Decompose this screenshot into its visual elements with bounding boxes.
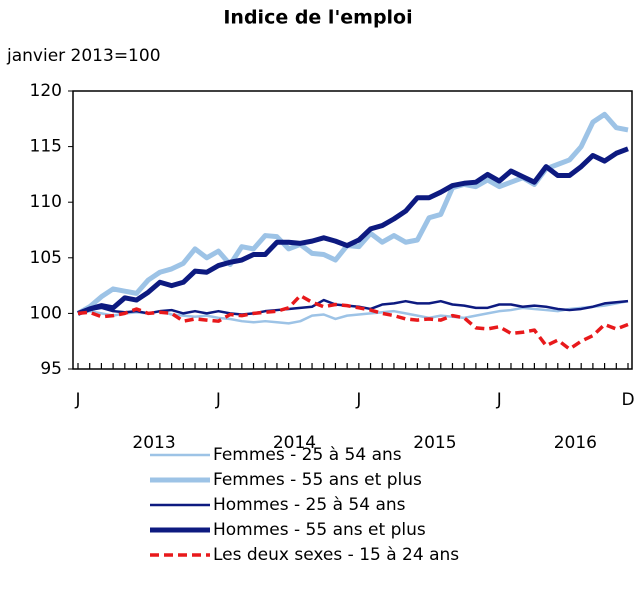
x-tick-label: J [496, 390, 502, 410]
legend-label: Femmes - 55 ans et plus [213, 470, 422, 490]
subtitle: janvier 2013=100 [6, 46, 161, 66]
series-line [77, 293, 629, 351]
series-line [77, 146, 629, 316]
y-tick-label: 95 [40, 359, 62, 379]
legend-label: Femmes - 25 à 54 ans [213, 445, 402, 465]
y-tick-label: 110 [30, 192, 62, 212]
y-tick-label: 100 [30, 303, 62, 323]
chart-title: Indice de l'emploi [223, 7, 412, 29]
plot-frame [72, 90, 633, 370]
legend-label: Les deux sexes - 15 à 24 ans [213, 545, 459, 565]
year-label: 2014 [273, 433, 316, 453]
y-tick-label: 120 [30, 81, 62, 101]
x-tick-label: J [74, 390, 80, 410]
x-tick-label: J [215, 390, 221, 410]
legend-label: Hommes - 25 à 54 ans [213, 495, 406, 515]
x-tick-label: D [621, 390, 634, 410]
y-tick-label: 115 [30, 137, 62, 157]
legend-label: Hommes - 55 ans et plus [213, 520, 426, 540]
series-line [77, 299, 629, 325]
y-tick-label: 105 [30, 248, 62, 268]
x-tick-label: J [355, 390, 361, 410]
year-label: 2016 [554, 433, 597, 453]
series-line [77, 298, 629, 316]
year-label: 2013 [132, 433, 175, 453]
year-label: 2015 [413, 433, 456, 453]
